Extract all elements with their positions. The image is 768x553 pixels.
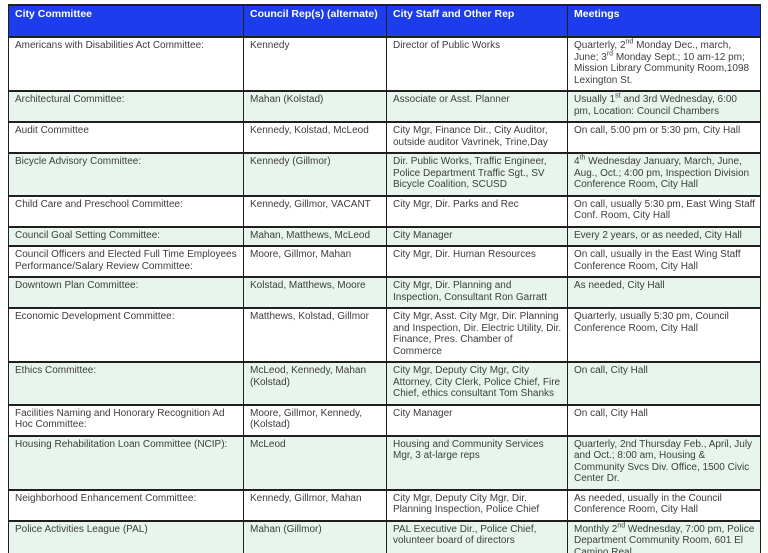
council-reps-cell: Kennedy (Gillmor) (243, 152, 387, 197)
committees-table: City Committee Council Rep(s) (alternate… (8, 4, 761, 553)
committee-cell: Economic Development Committee: (8, 307, 244, 363)
meetings-cell: Every 2 years, or as needed, City Hall (567, 225, 761, 247)
table-row: Police Activities League (PAL) Mahan (Gil… (8, 519, 761, 553)
table-row: Ethics Committee: McLeod, Kennedy, Mahan … (8, 361, 761, 406)
committee-cell: Downtown Plan Committee: (8, 276, 244, 309)
meetings-cell: On call, 5:00 pm or 5:30 pm, City Hall (567, 121, 761, 154)
meetings-cell: On call, City Hall (567, 361, 761, 406)
table-row: Downtown Plan Committee: Kolstad, Matthew… (8, 276, 761, 309)
committee-cell: Audit Committee (8, 121, 244, 154)
city-staff-cell: City Mgr, Dir. Planning and Inspection, … (386, 276, 568, 309)
meetings-cell: Quarterly, usually 5:30 pm, Council Conf… (567, 307, 761, 363)
council-reps-cell: Kennedy, Gillmor, VACANT (243, 194, 387, 228)
city-staff-cell: PAL Executive Dir., Police Chief, volunt… (386, 519, 568, 553)
council-reps-cell: Kennedy, Gillmor, Mahan (243, 488, 387, 522)
committee-cell: Council Goal Setting Committee: (8, 225, 244, 247)
col-header-meetings: Meetings (567, 4, 761, 38)
table-row: Council Goal Setting Committee: Mahan, Ma… (8, 225, 761, 247)
council-reps-cell: Kennedy, Kolstad, McLeod (243, 121, 387, 154)
city-staff-cell: Housing and Community Services Mgr, 3 at… (386, 434, 568, 491)
council-reps-cell: McLeod, Kennedy, Mahan (Kolstad) (243, 361, 387, 406)
meetings-cell: On call, City Hall (567, 403, 761, 437)
city-staff-cell: City Mgr, Deputy City Mgr, Dir. Planning… (386, 488, 568, 522)
col-header-city-staff: City Staff and Other Rep (386, 4, 568, 38)
table-row: Housing Rehabilitation Loan Committee (N… (8, 434, 761, 491)
col-header-city-committee: City Committee (8, 4, 244, 38)
meetings-cell: Quarterly, 2nd Thursday Feb., April, Jul… (567, 434, 761, 491)
meetings-cell: Monthly 2nd Wednesday, 7:00 pm, Police D… (567, 519, 761, 553)
city-staff-cell: City Manager (386, 403, 568, 437)
committee-cell: Ethics Committee: (8, 361, 244, 406)
council-reps-cell: Matthews, Kolstad, Gillmor (243, 307, 387, 363)
meetings-cell: On call, usually 5:30 pm, East Wing Staf… (567, 194, 761, 228)
council-reps-cell: Kennedy (243, 36, 387, 92)
committee-cell: Bicycle Advisory Committee: (8, 152, 244, 197)
city-staff-cell: City Mgr, Asst. City Mgr, Dir. Planning … (386, 307, 568, 363)
meetings-cell: As needed, usually in the Council Confer… (567, 488, 761, 522)
committee-cell: Police Activities League (PAL) (8, 519, 244, 553)
table-row: Americans with Disabilities Act Committe… (8, 36, 761, 92)
council-reps-cell: Moore, Gillmor, Kennedy, (Kolstad) (243, 403, 387, 437)
council-reps-cell: Mahan, Matthews, McLeod (243, 225, 387, 247)
table-row: Council Officers and Elected Full Time E… (8, 245, 761, 278)
table-header-row: City Committee Council Rep(s) (alternate… (8, 4, 761, 38)
council-reps-cell: Moore, Gillmor, Mahan (243, 245, 387, 278)
meetings-cell: Quarterly, 2nd Monday Dec., march, June;… (567, 36, 761, 92)
table-row: Audit Committee Kennedy, Kolstad, McLeod C… (8, 121, 761, 154)
committee-cell: Americans with Disabilities Act Committe… (8, 36, 244, 92)
meetings-cell: As needed, City Hall (567, 276, 761, 309)
committee-cell: Facilities Naming and Honorary Recogniti… (8, 403, 244, 437)
council-reps-cell: Mahan (Kolstad) (243, 90, 387, 123)
committee-cell: Housing Rehabilitation Loan Committee (N… (8, 434, 244, 491)
meetings-cell: On call, usually in the East Wing Staff … (567, 245, 761, 278)
table-row: Economic Development Committee: Matthews,… (8, 307, 761, 363)
city-staff-cell: Dir. Public Works, Traffic Engineer, Pol… (386, 152, 568, 197)
council-reps-cell: Mahan (Gillmor) (243, 519, 387, 553)
col-header-council-reps: Council Rep(s) (alternate) (243, 4, 387, 38)
table-row: Bicycle Advisory Committee: Kennedy (Gill… (8, 152, 761, 197)
council-reps-cell: McLeod (243, 434, 387, 491)
city-staff-cell: Associate or Asst. Planner (386, 90, 568, 123)
city-staff-cell: City Mgr, Finance Dir., City Auditor, ou… (386, 121, 568, 154)
council-reps-cell: Kolstad, Matthews, Moore (243, 276, 387, 309)
committee-cell: Neighborhood Enhancement Committee: (8, 488, 244, 522)
committee-cell: Architectural Committee: (8, 90, 244, 123)
committee-cell: Council Officers and Elected Full Time E… (8, 245, 244, 278)
meetings-cell: Usually 1st and 3rd Wednesday, 6:00 pm, … (567, 90, 761, 123)
committee-cell: Child Care and Preschool Committee: (8, 194, 244, 228)
meetings-cell: 4th Wednesday January, March, June, Aug.… (567, 152, 761, 197)
city-staff-cell: Director of Public Works (386, 36, 568, 92)
table-row: Architectural Committee: Mahan (Kolstad) A… (8, 90, 761, 123)
table-body: Americans with Disabilities Act Committe… (8, 36, 761, 553)
city-staff-cell: City Manager (386, 225, 568, 247)
table-row: Facilities Naming and Honorary Recogniti… (8, 403, 761, 437)
table-row: Child Care and Preschool Committee: Kenne… (8, 194, 761, 228)
city-staff-cell: City Mgr, Dir. Parks and Rec (386, 194, 568, 228)
city-staff-cell: City Mgr, Dir. Human Resources (386, 245, 568, 278)
table-row: Neighborhood Enhancement Committee: Kenne… (8, 488, 761, 522)
city-staff-cell: City Mgr, Deputy City Mgr, City Attorney… (386, 361, 568, 406)
